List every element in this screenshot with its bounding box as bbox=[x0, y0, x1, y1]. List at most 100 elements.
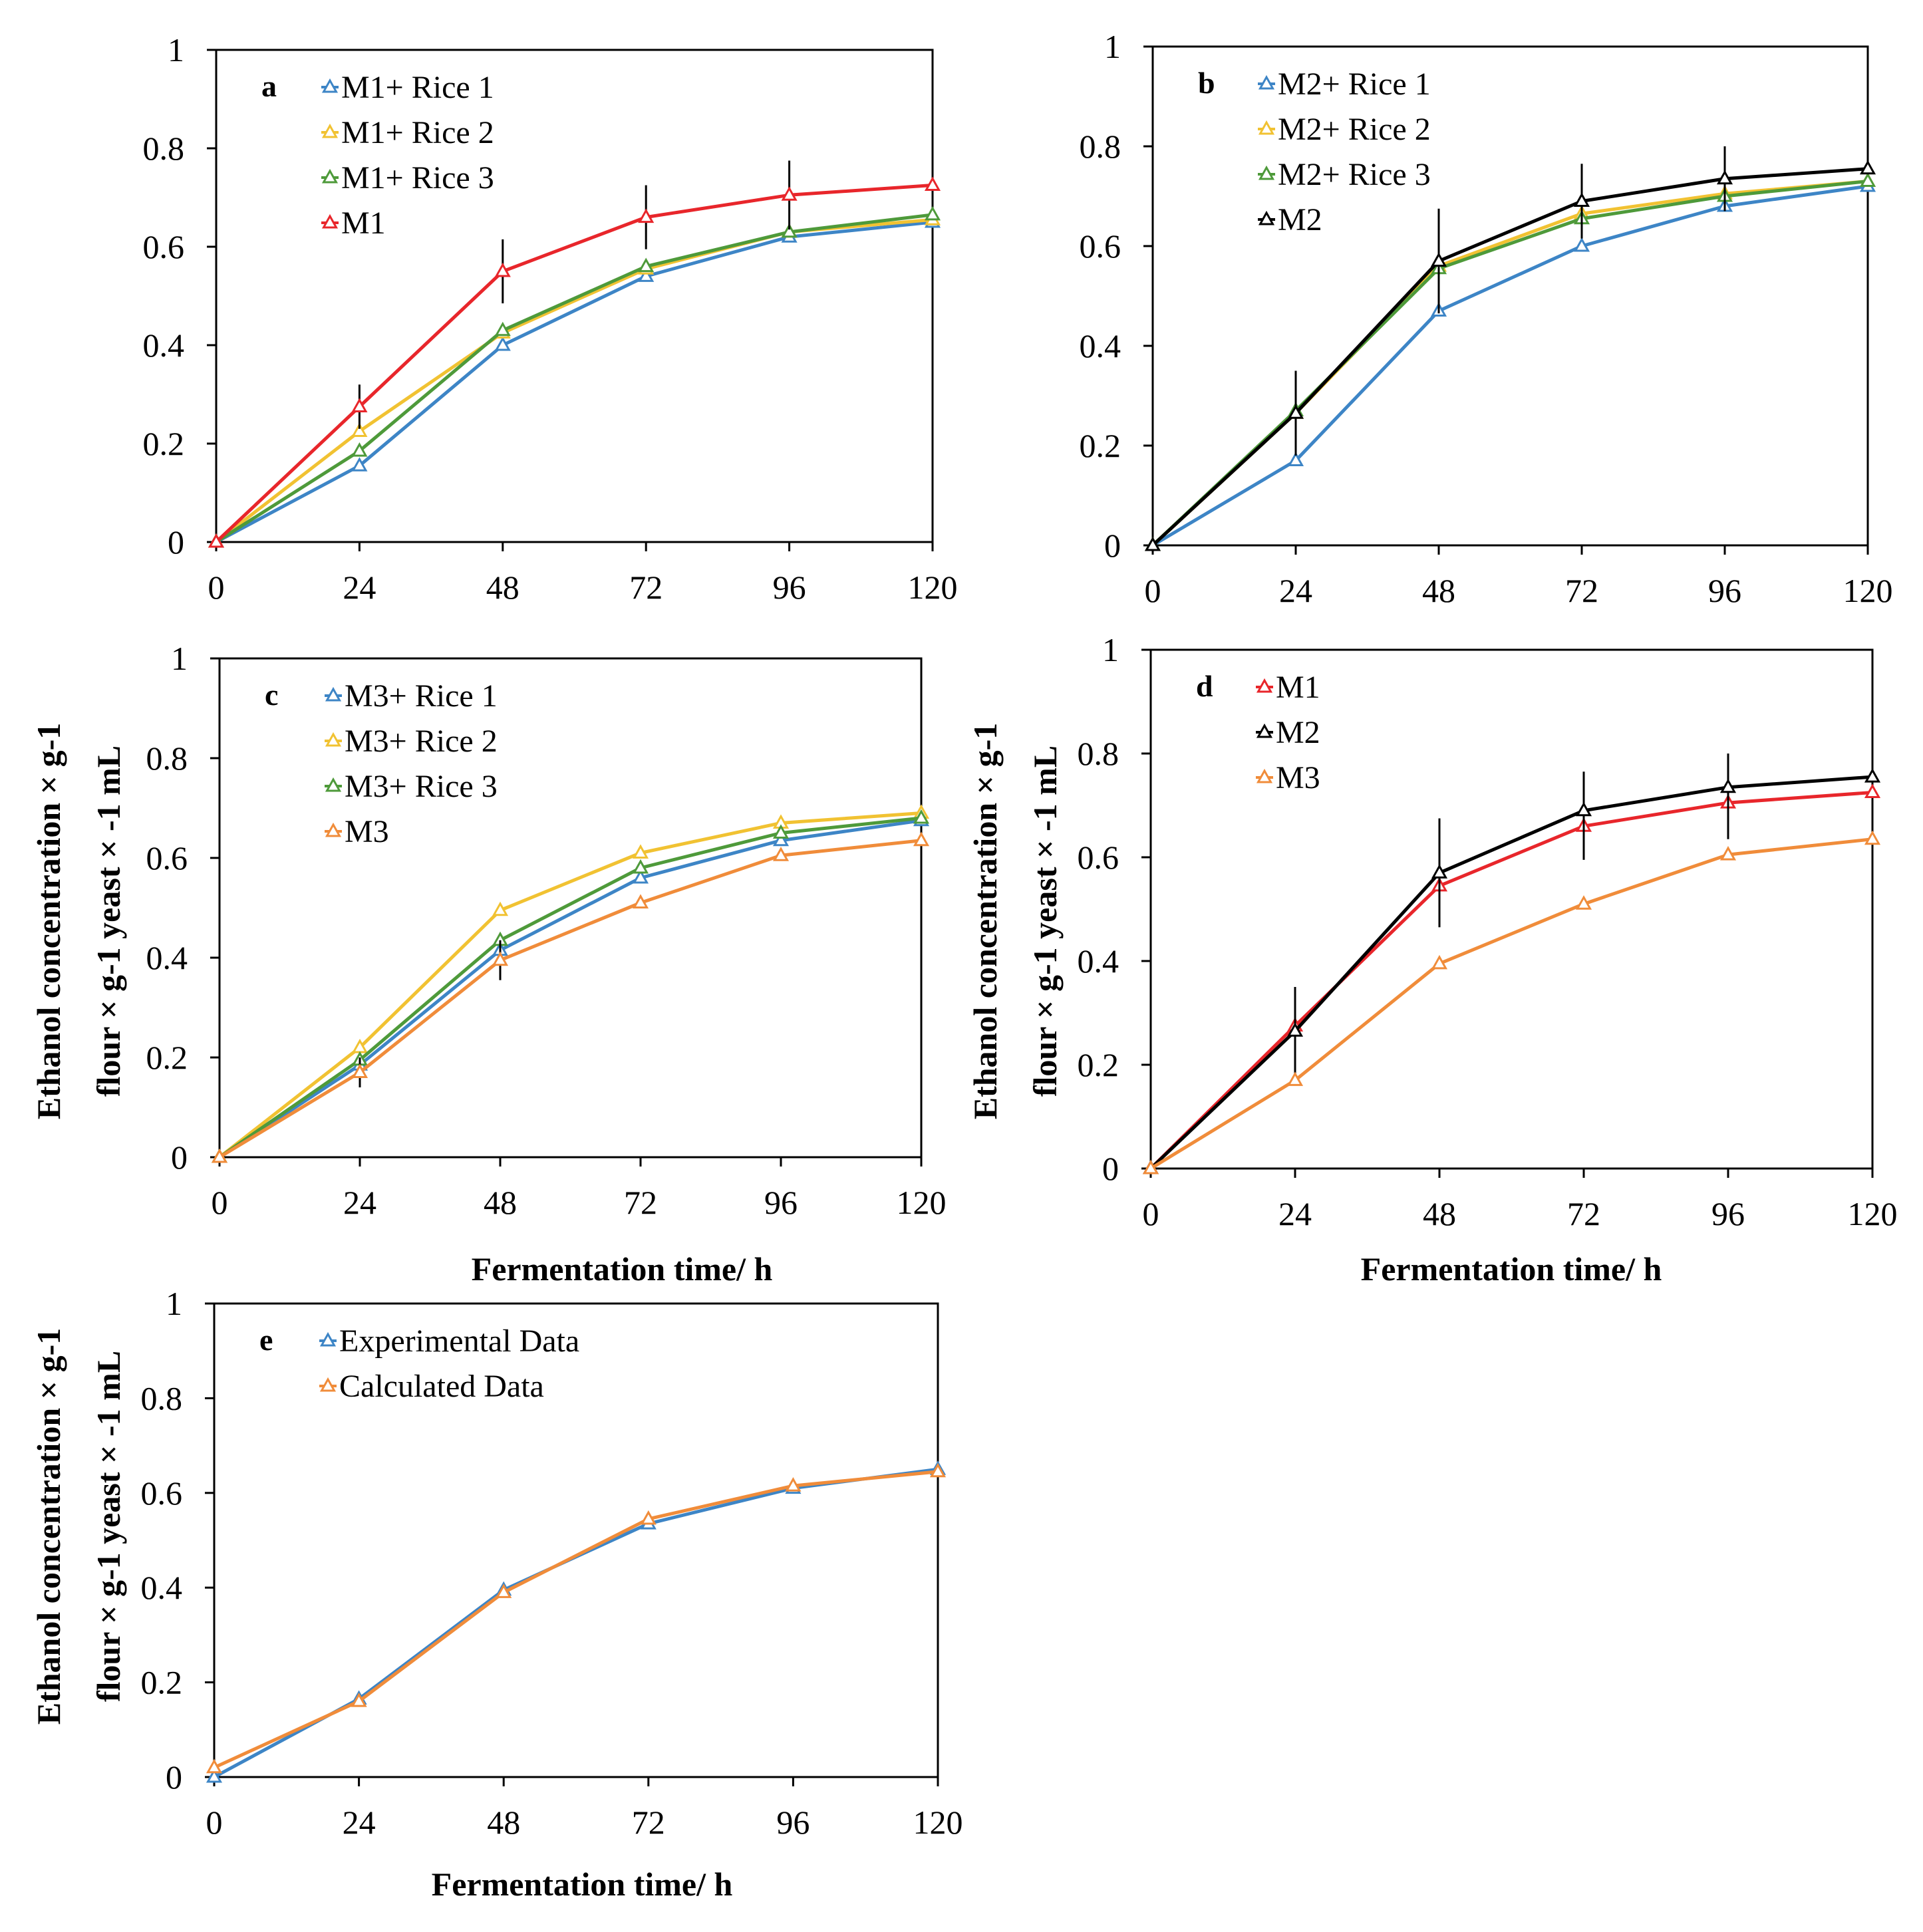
y-tick-label: 0.2 bbox=[141, 1664, 183, 1701]
data-point bbox=[206, 1758, 223, 1774]
x-tick-label: 0 bbox=[1145, 572, 1161, 609]
legend-entry: M2+ Rice 2 bbox=[1258, 112, 1431, 147]
series-line bbox=[218, 816, 922, 1159]
y-tick-label: 0.2 bbox=[143, 425, 185, 462]
data-point bbox=[1573, 192, 1590, 207]
legend-marker bbox=[319, 1377, 337, 1392]
plot-area-frame bbox=[213, 1302, 939, 1778]
legend-marker bbox=[321, 123, 339, 138]
data-point bbox=[1144, 536, 1161, 551]
panel-b: 0 0.2 0.4 0.6 0.8 1 0 24 48 72 96 120 b M2+ Rice 1 M2+… bbox=[1080, 28, 1893, 609]
data-point bbox=[632, 859, 649, 874]
series-line bbox=[213, 1470, 939, 1770]
legend-label: M1+ Rice 1 bbox=[341, 70, 494, 105]
legend-label: M2+ Rice 3 bbox=[1278, 157, 1431, 192]
data-point bbox=[1573, 237, 1590, 252]
data-point bbox=[640, 1510, 657, 1525]
x-tick-label: 96 bbox=[764, 1184, 798, 1221]
data-point bbox=[351, 457, 368, 472]
data-point bbox=[924, 176, 941, 191]
series-m2 bbox=[1144, 146, 1876, 551]
x-tick-label: 96 bbox=[776, 1804, 810, 1841]
legend-entry: M3 bbox=[325, 814, 389, 849]
x-tick-label: 96 bbox=[1708, 572, 1741, 609]
data-point bbox=[211, 1148, 228, 1163]
x-tick-label: 72 bbox=[1565, 572, 1598, 609]
legend-entry: M1+ Rice 3 bbox=[321, 160, 494, 196]
x-tick-label: 72 bbox=[632, 1804, 665, 1841]
ylabel-line1: Ethanol concentration × g-1 bbox=[30, 723, 67, 1120]
data-point bbox=[351, 422, 368, 437]
data-point bbox=[924, 206, 941, 221]
legend-entry: M1 bbox=[321, 206, 386, 241]
y-tick-label: 0.6 bbox=[146, 839, 188, 877]
data-point bbox=[1864, 768, 1881, 783]
y-tick-label: 0.2 bbox=[1078, 1046, 1119, 1083]
data-point bbox=[772, 831, 790, 847]
x-tick-label: 24 bbox=[343, 1184, 376, 1221]
y-tick-label: 0.2 bbox=[146, 1039, 188, 1076]
y-tick-label: 1 bbox=[1104, 28, 1121, 65]
legend-label: M1+ Rice 3 bbox=[341, 160, 494, 196]
legend-marker bbox=[1258, 165, 1275, 180]
data-point bbox=[1142, 1159, 1159, 1174]
data-point bbox=[351, 398, 368, 412]
y-tick-label: 0 bbox=[1102, 1150, 1119, 1187]
x-tick-label: 0 bbox=[206, 1804, 223, 1841]
y-tick-label: 0.6 bbox=[1080, 227, 1121, 265]
x-tick-label: 24 bbox=[343, 569, 376, 606]
y-tick-label: 0.8 bbox=[1080, 128, 1121, 165]
x-tick-label: 72 bbox=[629, 569, 663, 606]
data-point bbox=[1286, 1071, 1304, 1086]
legend-entry: M2 bbox=[1258, 202, 1322, 237]
data-point bbox=[1719, 846, 1737, 861]
data-point bbox=[1431, 864, 1448, 879]
legend-label: Calculated Data bbox=[339, 1369, 544, 1404]
ylabel-line2: flour × g-1 yeast × -1 mL bbox=[1026, 746, 1064, 1097]
data-point bbox=[632, 894, 649, 908]
y-tick-label: 0.4 bbox=[143, 327, 185, 364]
y-tick-label: 0.6 bbox=[143, 228, 185, 265]
plot-area-frame bbox=[1151, 45, 1869, 547]
ylabel-right-d: Ethanol concentration × g-1 flour × g-1 … bbox=[966, 723, 1064, 1120]
data-point bbox=[1430, 252, 1447, 267]
x-tick-label: 48 bbox=[486, 569, 519, 606]
data-point bbox=[1431, 954, 1448, 970]
x-tick-label: 48 bbox=[484, 1184, 517, 1221]
data-point bbox=[772, 824, 790, 839]
xlabel-d: Fermentation time/ h bbox=[1361, 1250, 1662, 1288]
ylabel-line2: flour × g-1 yeast × -1 mL bbox=[90, 1351, 127, 1702]
panel-e: 0 0.2 0.4 0.6 0.8 1 0 24 48 72 96 120 e Experimental … bbox=[141, 1285, 963, 1841]
legend-label: M3+ Rice 2 bbox=[345, 724, 498, 759]
legend-marker bbox=[325, 686, 342, 702]
data-point bbox=[492, 951, 509, 966]
x-tick-label: 0 bbox=[212, 1184, 228, 1221]
legend-label: M3+ Rice 1 bbox=[345, 678, 498, 714]
y-tick-label: 0.2 bbox=[1080, 427, 1121, 464]
series-calculated-data bbox=[206, 1462, 947, 1774]
legend-marker bbox=[325, 777, 342, 792]
legend-marker bbox=[325, 822, 342, 837]
data-point bbox=[492, 901, 509, 916]
x-tick-label: 120 bbox=[1843, 572, 1893, 609]
data-point bbox=[772, 847, 790, 861]
data-point bbox=[1864, 830, 1881, 845]
x-tick-label: 48 bbox=[1422, 572, 1455, 609]
legend-marker bbox=[319, 1331, 337, 1347]
series-line bbox=[215, 213, 933, 544]
series-line bbox=[1151, 184, 1868, 547]
data-point bbox=[351, 1063, 369, 1078]
ylabel-left-e: Ethanol concentration × g-1 flour × g-1 … bbox=[30, 1328, 127, 1725]
series-m1 bbox=[208, 160, 941, 548]
legend-label: M2 bbox=[1278, 202, 1322, 237]
series-line bbox=[1149, 837, 1873, 1171]
panel-label: e bbox=[259, 1323, 273, 1357]
x-tick-label: 120 bbox=[897, 1184, 947, 1221]
data-point bbox=[1864, 783, 1881, 798]
data-point bbox=[1716, 170, 1733, 185]
y-tick-label: 1 bbox=[171, 640, 188, 677]
data-point bbox=[638, 257, 655, 273]
legend-entry: M3+ Rice 1 bbox=[325, 678, 498, 714]
